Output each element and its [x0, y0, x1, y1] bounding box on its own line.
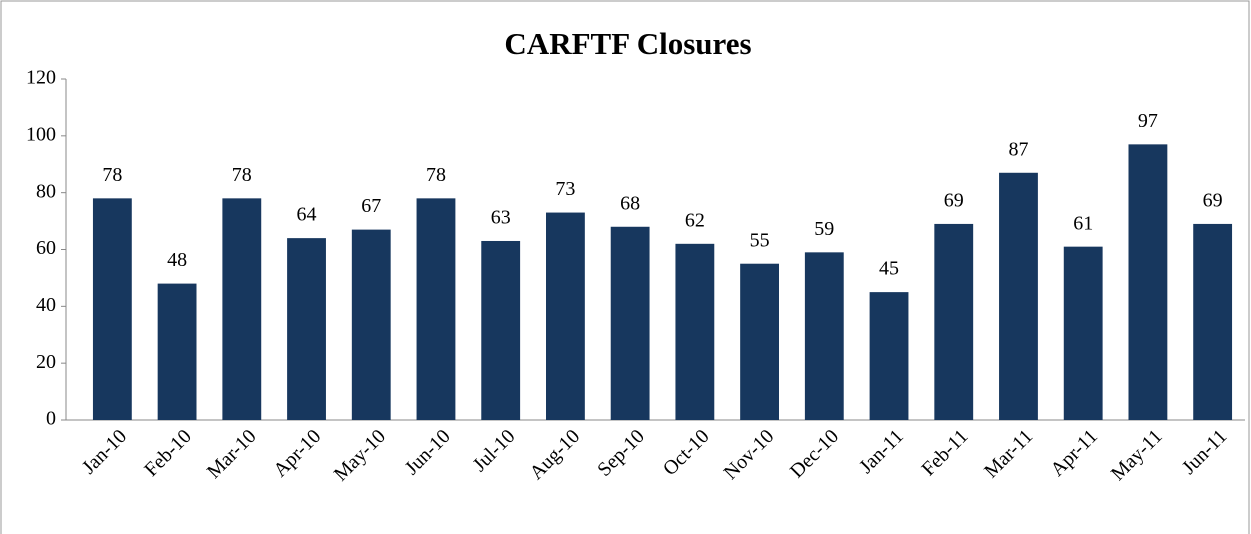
bar — [416, 198, 456, 420]
data-label: 59 — [814, 218, 834, 240]
bar — [222, 198, 262, 420]
bar — [934, 223, 974, 420]
data-label: 97 — [1138, 110, 1158, 132]
y-tick-label: 0 — [46, 408, 56, 430]
chart-title: CARFTF Closures — [504, 26, 751, 61]
y-tick-label: 80 — [36, 180, 56, 202]
y-tick-label: 40 — [36, 294, 56, 316]
bar — [1193, 223, 1233, 420]
data-label: 61 — [1073, 212, 1093, 234]
data-label: 78 — [232, 164, 252, 186]
data-label: 64 — [297, 204, 317, 226]
bar — [157, 283, 197, 420]
data-label: 69 — [1203, 190, 1223, 212]
data-label: 78 — [426, 164, 446, 186]
bar — [92, 198, 132, 420]
bar — [287, 238, 326, 420]
bar — [675, 243, 715, 420]
bar — [999, 172, 1038, 420]
data-label: 78 — [102, 164, 122, 186]
bar — [351, 229, 391, 420]
y-tick-label: 60 — [36, 237, 56, 259]
data-label: 69 — [944, 190, 964, 212]
bar — [869, 292, 909, 420]
data-label: 68 — [620, 192, 640, 214]
y-tick-label: 100 — [26, 123, 56, 145]
y-tick-label: 20 — [36, 351, 56, 373]
bar — [804, 252, 844, 420]
bar — [1128, 144, 1168, 420]
bar — [546, 212, 585, 420]
data-label: 87 — [1008, 138, 1028, 160]
bar — [1063, 246, 1103, 420]
bar — [610, 226, 650, 420]
bar — [481, 240, 521, 420]
data-label: 62 — [685, 209, 705, 231]
data-label: 48 — [167, 249, 187, 271]
data-label: 63 — [491, 207, 511, 229]
data-label: 67 — [361, 195, 381, 217]
data-label: 45 — [879, 258, 899, 280]
y-tick-label: 120 — [26, 67, 56, 89]
data-label: 73 — [555, 178, 575, 200]
bar — [740, 263, 779, 420]
data-label: 55 — [750, 229, 770, 251]
